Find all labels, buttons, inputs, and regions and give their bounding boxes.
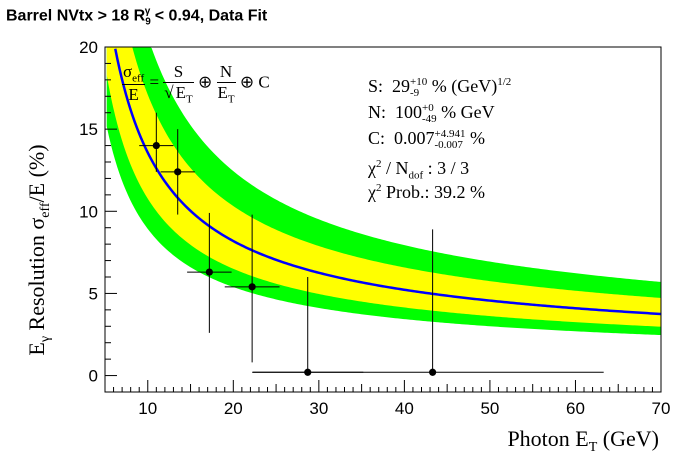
data-point-1 xyxy=(139,112,174,172)
fit-chi2-ndof: χ2 / Ndof : 3 / 3 xyxy=(368,158,470,182)
data-marker xyxy=(174,168,182,176)
confidence-bands xyxy=(106,47,661,336)
fit-curve xyxy=(114,48,661,316)
fit-result-c: C: 0.007 +4.941 -0.007 % xyxy=(368,127,485,151)
y-tick-label: 15 xyxy=(79,120,98,139)
data-point-4 xyxy=(224,214,280,363)
y-tick-label: 10 xyxy=(79,202,98,221)
x-tick-label: 40 xyxy=(395,399,414,418)
page-title: Barrel NVtx > 18 R9γ < 0.94, Data Fit xyxy=(6,6,268,28)
x-tick-label: 20 xyxy=(224,399,243,418)
band-inner xyxy=(106,47,661,327)
y-axis-label: Eγ Resolution σeff/E (%) xyxy=(24,144,53,355)
x-axis-ticks: 10 20 30 40 50 60 70 xyxy=(104,380,671,418)
data-points xyxy=(139,112,604,376)
data-marker xyxy=(205,268,213,276)
data-marker xyxy=(248,283,256,291)
fit-chi2-prob: χ2 Prob.: 39.2 % xyxy=(368,182,485,202)
data-point-3 xyxy=(187,212,232,333)
fit-result-n: N: 100 +0 -49 % GeV xyxy=(368,101,495,125)
x-tick-label: 50 xyxy=(480,399,499,418)
x-tick-label: 30 xyxy=(309,399,328,418)
y-axis-ticks: 0 5 10 15 20 xyxy=(79,38,117,393)
x-tick-label: 70 xyxy=(652,399,671,418)
fit-result-s: S: 29 +10 -9 % (GeV)1/2 xyxy=(368,75,512,99)
plot-frame xyxy=(104,46,662,393)
data-point-6 xyxy=(252,229,604,376)
data-point-2 xyxy=(160,129,195,215)
y-tick-label: 20 xyxy=(79,38,98,57)
data-marker xyxy=(152,141,160,150)
resolution-formula: σeff E = S √ ET ⊕ N ET ⊕ C xyxy=(122,62,270,106)
fit-curve-group xyxy=(114,48,661,316)
x-tick-label: 10 xyxy=(138,399,157,418)
data-marker xyxy=(429,368,437,376)
x-axis-label: Photon ET (GeV) xyxy=(507,426,659,455)
x-tick-label: 60 xyxy=(566,399,585,418)
y-tick-label: 0 xyxy=(89,367,98,386)
y-tick-label: 5 xyxy=(89,284,98,303)
